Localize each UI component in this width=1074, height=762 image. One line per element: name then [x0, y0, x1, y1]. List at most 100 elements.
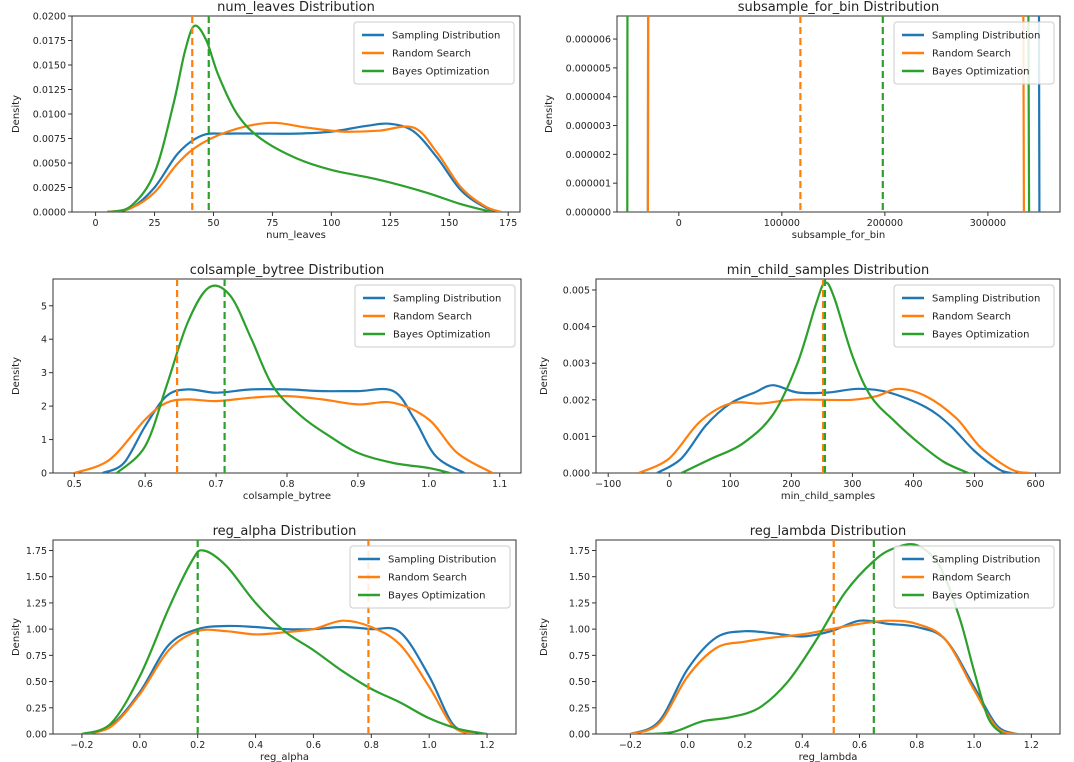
y-tick-label: 1: [41, 435, 47, 446]
x-tick-label: 150: [440, 218, 458, 229]
x-axis-label: reg_lambda: [799, 752, 858, 762]
y-tick-label: 0.0200: [33, 12, 66, 23]
y-tick-label: 0.002: [563, 395, 590, 406]
y-tick-label: 0.50: [569, 677, 590, 688]
y-tick-label: 1.50: [569, 572, 590, 583]
y-tick-label: 0.0025: [33, 183, 66, 194]
y-tick-label: 0.0150: [33, 61, 66, 72]
y-axis-label: Density: [11, 357, 22, 395]
legend: Sampling Distribution Random Search Bayes …: [893, 284, 1055, 348]
legend-label-random: Random Search: [932, 312, 1011, 323]
y-tick-label: 0.003: [563, 359, 590, 370]
x-tick-label: 0.7: [209, 479, 224, 490]
y-tick-label: 1.50: [26, 572, 47, 583]
x-tick-label: 0.8: [909, 740, 924, 751]
series-line-sampling: [81, 624, 474, 734]
legend: Sampling Distribution Random Search Bayes …: [353, 21, 515, 85]
x-tick-label: 0.6: [138, 479, 153, 490]
y-tick-label: 0.0075: [33, 134, 66, 145]
x-tick-label: 0: [93, 218, 99, 229]
axes-frame: [52, 539, 517, 735]
y-tick-label: 0.25: [26, 703, 47, 714]
x-tick-label: 0.0: [132, 740, 147, 751]
series-line-random: [107, 121, 502, 212]
legend-label-sampling: Sampling Distribution: [388, 555, 496, 566]
x-tick-label: 0.8: [279, 479, 294, 490]
series-line-random: [630, 619, 1018, 734]
y-tick-label: 0.000000: [566, 208, 611, 219]
x-tick-label: 1.2: [480, 740, 495, 751]
axes-frame: [616, 15, 1061, 213]
y-axis-label: Density: [11, 95, 22, 133]
legend-label-bayes: Bayes Optimization: [392, 67, 489, 78]
legend-label-bayes: Bayes Optimization: [932, 67, 1029, 78]
x-axis-label: num_leaves: [266, 230, 326, 241]
axes-frame: [595, 539, 1061, 735]
legend-box: [893, 284, 1055, 348]
y-tick-label: 0.000001: [566, 179, 611, 190]
legend-label-bayes: Bayes Optimization: [388, 591, 485, 602]
y-tick-label: 2: [41, 402, 47, 413]
x-axis-label: reg_alpha: [260, 752, 309, 762]
x-tick-label: 600: [1027, 479, 1045, 490]
y-tick-label: 1.00: [569, 625, 590, 636]
legend: Sampling Distribution Random Search Bayes …: [354, 284, 516, 348]
x-tick-label: 50: [207, 218, 219, 229]
y-tick-label: 0.0050: [33, 159, 66, 170]
series-line-sampling: [629, 619, 1018, 734]
legend-label-random: Random Search: [932, 573, 1011, 584]
x-tick-label: −0.2: [619, 740, 642, 751]
chart-title: subsample_for_bin Distribution: [738, 0, 939, 15]
y-tick-label: 0.0000: [33, 208, 66, 219]
y-tick-label: 0.0100: [33, 110, 66, 121]
chart-panel: subsample_for_bin Distribution 0 100000 200…: [544, 0, 1061, 241]
legend-box: [353, 21, 515, 85]
legend-box: [893, 545, 1055, 609]
x-tick-label: 0.9: [350, 479, 365, 490]
y-tick-label: 0.001: [563, 432, 590, 443]
x-tick-label: 0.2: [190, 740, 205, 751]
chart-panel: reg_lambda Distribution −0.2 0.0 0.2 0.4 0.6 0…: [539, 524, 1061, 762]
y-tick-label: 0.000003: [566, 121, 611, 132]
series-line-bayes: [107, 24, 492, 212]
x-tick-label: 0.6: [852, 740, 867, 751]
legend-label-random: Random Search: [388, 573, 467, 584]
x-tick-label: 1.0: [422, 740, 437, 751]
y-tick-label: 1.75: [569, 546, 590, 557]
x-tick-label: 300: [843, 479, 861, 490]
x-axis-label: subsample_for_bin: [792, 230, 885, 241]
y-tick-label: 0.50: [26, 677, 47, 688]
x-tick-label: 300000: [970, 218, 1006, 229]
x-tick-label: 500: [965, 479, 983, 490]
y-tick-label: 0.75: [569, 651, 590, 662]
x-tick-label: 0.4: [795, 740, 810, 751]
y-tick-label: 0.25: [569, 703, 590, 714]
x-tick-label: 0.6: [306, 740, 321, 751]
y-tick-label: 0.00: [569, 730, 590, 741]
y-tick-label: 0.75: [26, 651, 47, 662]
chart-panel: colsample_bytree Distribution 0.5 0.6 0.7 0.…: [11, 263, 522, 502]
x-tick-label: 0.0: [680, 740, 695, 751]
series-line-sampling: [107, 122, 502, 212]
legend-label-bayes: Bayes Optimization: [932, 330, 1029, 341]
series-line-sampling: [102, 387, 465, 473]
legend: Sampling Distribution Random Search Bayes …: [893, 545, 1055, 609]
x-tick-label: 0.8: [364, 740, 379, 751]
x-tick-label: 200: [782, 479, 800, 490]
legend-label-sampling: Sampling Distribution: [393, 294, 501, 305]
x-tick-label: 0.5: [67, 479, 82, 490]
series-line-sampling: [656, 384, 1012, 473]
x-tick-label: 200000: [867, 218, 903, 229]
y-tick-label: 5: [41, 301, 47, 312]
x-tick-label: 0.4: [248, 740, 263, 751]
legend-label-sampling: Sampling Distribution: [932, 294, 1040, 305]
x-tick-label: 100000: [764, 218, 800, 229]
y-tick-label: 1.75: [26, 546, 47, 557]
x-tick-label: 75: [266, 218, 278, 229]
chart-panel: reg_alpha Distribution −0.2 0.0 0.2 0.4 0.6 0.…: [11, 524, 517, 762]
y-tick-label: 0.000004: [566, 92, 611, 103]
series-line-bayes: [644, 543, 1004, 734]
chart-panel: min_child_samples Distribution −100 0 100 20…: [539, 263, 1061, 502]
series-line-random: [73, 394, 494, 473]
legend-box: [349, 545, 511, 609]
